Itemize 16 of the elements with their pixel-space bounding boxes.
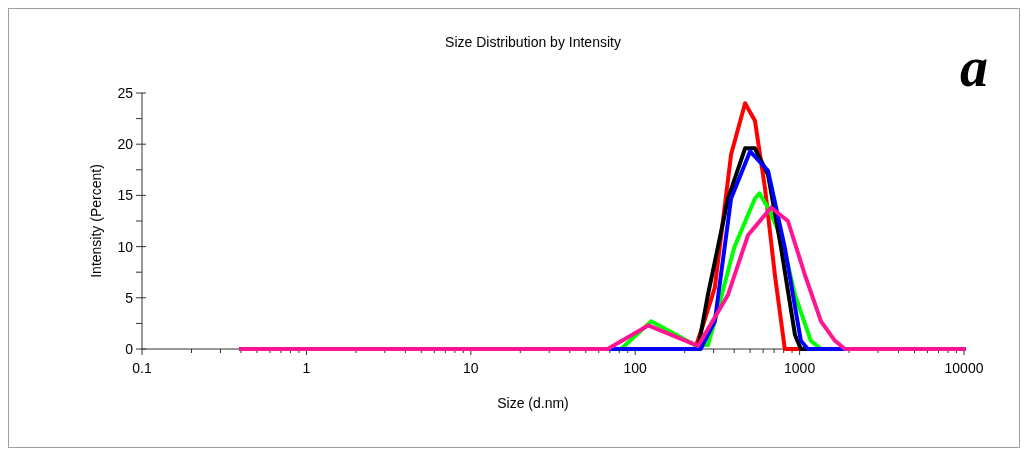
y-tick-label: 10	[117, 238, 134, 255]
y-tick-label: 0	[125, 340, 134, 357]
x-tick-label: 100	[623, 360, 648, 376]
y-tick-label: 5	[125, 289, 134, 306]
y-tick-label: 25	[117, 84, 134, 101]
y-axis-title: Intensity (Percent)	[88, 164, 104, 278]
x-tick-label: 10	[463, 360, 479, 376]
y-tick-label: 15	[117, 187, 134, 204]
x-axis-title: Size (d.nm)	[497, 395, 569, 411]
x-tick-label: 10000	[944, 360, 984, 376]
annotation: a	[960, 36, 988, 98]
x-tick-label: 1	[302, 360, 311, 376]
chart-title: Size Distribution by Intensity	[445, 34, 621, 50]
y-tick-label: 20	[117, 136, 134, 153]
x-tick-label: 1000	[784, 360, 816, 376]
x-tick-label: 0.1	[132, 360, 152, 376]
